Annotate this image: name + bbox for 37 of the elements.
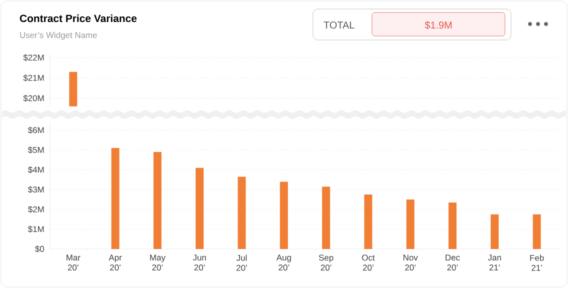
x-tick-label: Jan 21’ — [488, 254, 501, 270]
y-tick-label: $2M — [28, 206, 44, 213]
text: TOTAL — [324, 22, 354, 29]
y-tick-label: $3M — [28, 186, 44, 194]
bar — [406, 200, 414, 249]
chart-title: Contract Price Variance — [20, 14, 137, 22]
x-tick-label: Oct 20’ — [362, 254, 375, 271]
x-tick-label: Dec 20’ — [446, 254, 460, 271]
x-tick-label: Apr 20’ — [108, 254, 122, 271]
chart-subtitle: User’s Widget Name — [20, 32, 97, 40]
x-tick-label: Aug 20’ — [276, 254, 291, 271]
y-tick-label: $5M — [28, 146, 44, 154]
y-tick-label: $1M — [28, 226, 44, 233]
bar — [448, 202, 457, 249]
bar — [364, 194, 372, 249]
y-tick-label: $0 — [35, 246, 44, 252]
y-tick-label: $22M — [23, 54, 44, 62]
x-tick-label: Nov 20’ — [404, 254, 418, 271]
bar — [322, 186, 330, 249]
bar — [532, 214, 541, 249]
y-tick-label: $4M — [28, 166, 44, 174]
x-tick-label: Mar 20’ — [66, 254, 80, 271]
x-tick-label: Jun 20’ — [192, 254, 206, 271]
y-tick-label: $20M — [23, 94, 44, 102]
bar — [280, 182, 288, 249]
bar — [111, 148, 120, 249]
y-tick-label: $21M — [23, 74, 44, 82]
x-tick-label: Sep 20’ — [318, 254, 334, 271]
bar — [490, 214, 499, 249]
x-tick-label: May 20’ — [150, 254, 166, 271]
text: $1.9M — [424, 21, 452, 30]
x-tick-label: Jul 20’ — [236, 254, 247, 271]
bar — [238, 176, 246, 249]
bar — [196, 168, 204, 249]
y-tick-label: $6M — [28, 126, 44, 134]
bar — [153, 152, 162, 249]
x-tick-label: Feb 21’ — [530, 254, 544, 271]
